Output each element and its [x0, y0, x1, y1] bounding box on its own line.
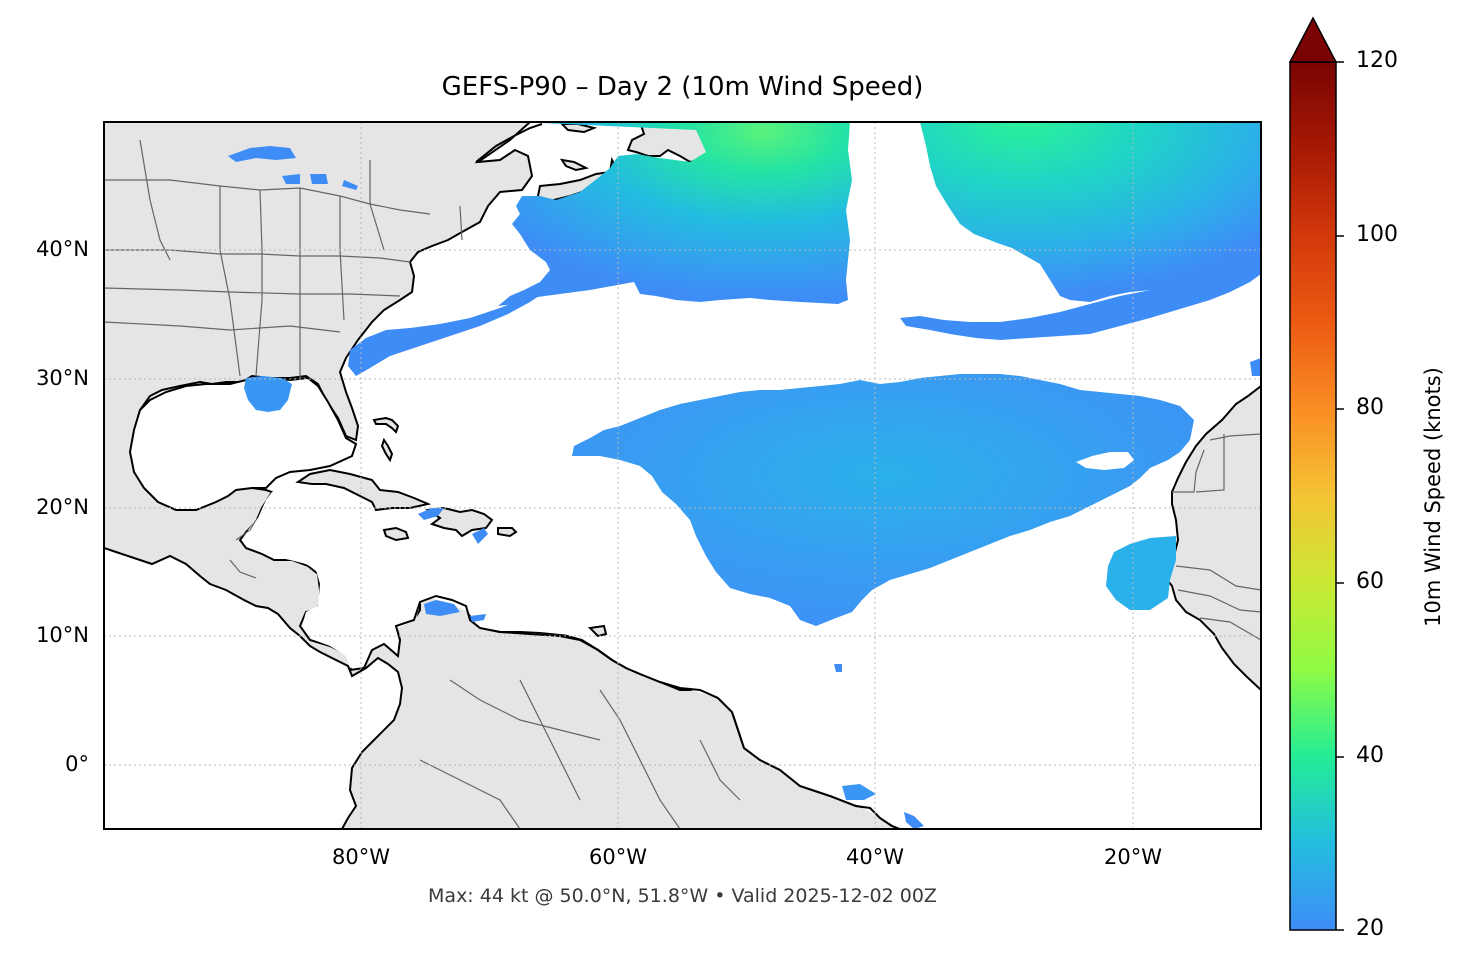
wind-region-great-lakes-3 — [310, 174, 328, 184]
wind-region-great-lakes-2 — [282, 174, 300, 184]
island-jamaica — [382, 526, 410, 542]
wind-region-cape-verde-north — [1250, 358, 1261, 376]
wind-region-caribbean-4 — [470, 614, 486, 622]
wind-region-caribbean-2 — [418, 508, 444, 520]
colorbar-tick-60: 60 — [1356, 569, 1384, 594]
wind-region-se-us-band — [348, 248, 560, 376]
pacific-ocean — [104, 546, 404, 829]
island-bahamas-2 — [380, 437, 394, 463]
wind-gap — [1076, 452, 1134, 470]
wind-region-brazil-2 — [904, 812, 924, 829]
y-tick-20n: 20°N — [36, 495, 89, 519]
wind-region-gulf-patch — [244, 376, 292, 412]
x-tick-20w: 20°W — [1104, 845, 1162, 869]
wind-region-caribbean-1 — [424, 600, 460, 616]
x-tick-60w: 60°W — [589, 845, 647, 869]
gulf-st-lawrence-line — [475, 123, 543, 163]
wind-region-ne-atlantic — [920, 122, 1261, 302]
map-frame — [103, 121, 1262, 830]
colorbar-ticks — [1336, 61, 1344, 931]
x-tick-40w: 40°W — [846, 845, 904, 869]
caribbean-sea — [244, 472, 620, 668]
island-pei — [559, 158, 590, 172]
chart-title: GEFS-P90 – Day 2 (10m Wind Speed) — [441, 72, 924, 102]
y-tick-10n: 10°N — [36, 623, 89, 647]
gulf-of-mexico — [128, 376, 358, 511]
wind-region-isolated — [834, 664, 842, 672]
wind-region-arc-band — [900, 266, 1261, 340]
colorbar-body — [1289, 61, 1337, 931]
coast-south-america-east — [611, 659, 901, 829]
colorbar-label: 10m Wind Speed (knots) — [1421, 367, 1445, 627]
wind-region-nw-atlantic — [498, 122, 852, 306]
wind-region-caribbean-3 — [472, 528, 488, 544]
colorbar-tick-40: 40 — [1356, 743, 1384, 768]
wind-region-trade-belt — [572, 374, 1194, 626]
colorbar-extend-arrow-icon — [1288, 16, 1338, 63]
wind-region-great-lakes-4 — [342, 180, 358, 190]
island-trinidad — [587, 624, 608, 638]
y-tick-30n: 30°N — [36, 366, 89, 390]
wind-region-senegal — [1106, 536, 1176, 610]
wind-region-great-lakes-1 — [228, 146, 296, 162]
colorbar-tick-120: 120 — [1356, 48, 1398, 73]
colorbar-tick-100: 100 — [1356, 222, 1398, 247]
colorbar-tick-20: 20 — [1356, 916, 1384, 941]
island-cuba — [295, 468, 432, 512]
colorbar — [1288, 16, 1344, 931]
footer-annotation: Max: 44 kt @ 50.0°N, 51.8°W • Valid 2025… — [428, 885, 937, 907]
wind-region-brazil-1 — [842, 784, 876, 800]
y-tick-0: 0° — [65, 752, 89, 776]
island-puerto-rico — [497, 527, 518, 538]
island-hispaniola — [425, 506, 494, 538]
colorbar-tick-80: 80 — [1356, 395, 1384, 420]
x-tick-80w: 80°W — [332, 845, 390, 869]
wind-field — [228, 122, 1261, 829]
y-tick-40n: 40°N — [36, 237, 89, 261]
coast-south-america-north — [394, 594, 613, 661]
island-bahamas-1 — [372, 416, 400, 434]
